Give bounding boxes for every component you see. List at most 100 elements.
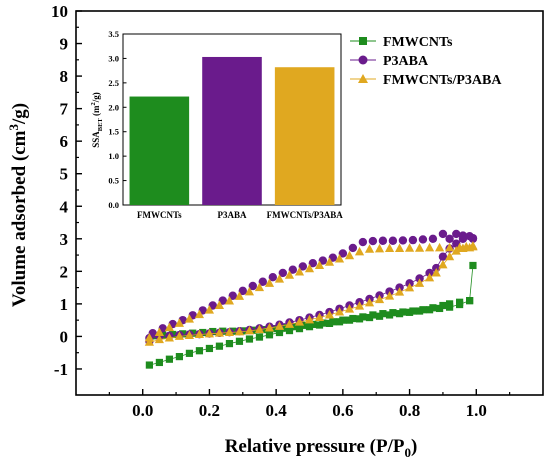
data-point-fmwcnts [265,331,274,339]
y-tick-label: 8 [60,67,69,86]
inset-y-label-end: /g) [91,92,101,103]
y-tick-label: -1 [54,360,68,379]
data-point-composite [461,241,471,251]
data-point-p3aba [398,236,408,245]
x-tick-label: 0.6 [332,401,353,420]
inset-category-label: FMWCNTs/P3ABA [267,210,344,220]
inset-y-tick-label: 2.0 [108,102,119,112]
main-ticks: 0.0 0.2 0.4 0.6 0.8 1.0 -1 0 1 2 3 4 5 6 7 8 9 10 [51,2,511,420]
data-point-fmwcnts [309,320,317,328]
data-point-composite [334,253,345,263]
data-point-composite [354,301,365,310]
data-point-composite [234,291,245,300]
data-point-composite [434,242,445,252]
data-point-p3aba [378,236,388,245]
data-point-fmwcnts [185,349,194,357]
data-point-p3aba [358,237,368,247]
y-tick-label: 10 [51,2,68,21]
data-point-fmwcnts [145,361,153,369]
data-point-fmwcnts [329,318,337,326]
data-point-composite [284,270,295,279]
data-point-p3aba [438,252,448,261]
data-point-fmwcnts [195,347,204,355]
y-tick-label: 0 [60,327,69,346]
data-point-composite [274,321,285,330]
y-tick-label: 4 [60,197,69,216]
data-point-composite [144,333,154,342]
data-point-fmwcnts [389,309,397,317]
data-point-composite [404,243,415,252]
data-point-composite [234,326,245,336]
data-point-composite [455,242,465,252]
data-point-fmwcnts [225,339,234,348]
x-axis-label-main: Relative pressure (P/P [225,436,405,457]
data-point-p3aba [388,236,398,245]
y-tick-label: 5 [60,165,69,184]
y-axis-label-main: Volume adsorbed (cm [9,130,30,307]
data-point-fmwcnts [285,326,294,335]
legend-marker-fmwcnts [359,37,367,45]
y-axis-label-end: /g) [9,103,30,125]
data-point-p3aba [408,235,418,245]
y-tick-label: 7 [60,100,69,119]
inset-y-label-mid: (m [91,105,101,118]
x-tick-label: 1.0 [466,401,487,420]
y-tick-label: 1 [60,295,69,314]
data-point-fmwcnts [319,319,327,327]
data-point-p3aba [452,229,461,239]
data-point-fmwcnts [419,306,427,314]
legend-marker-composite [358,74,368,83]
inset-bars [129,56,335,205]
data-point-composite [374,243,385,253]
data-point-p3aba [445,234,454,243]
data-point-composite [304,314,315,324]
inset-y-tick-label: 3.0 [108,53,119,63]
x-tick-label: 0.4 [266,401,288,420]
data-point-fmwcnts [456,298,464,306]
x-tick-label: 0.2 [199,401,220,420]
data-point-composite [384,291,395,300]
inset-y-tick-label: 2.5 [108,78,119,88]
x-tick-label: 0.8 [399,401,420,420]
data-point-composite [324,257,335,266]
data-point-composite [424,242,435,252]
data-point-composite [445,251,455,261]
data-point-composite [394,287,405,296]
data-point-p3aba [338,249,348,258]
data-point-fmwcnts [175,353,184,361]
data-point-p3aba [288,265,298,274]
data-point-composite [294,317,305,326]
data-point-composite [344,304,355,313]
data-point-composite [364,244,375,253]
legend-label-fmwcnts: FMWCNTs [383,35,453,50]
x-axis-label: Relative pressure (P/P0) [225,436,418,460]
data-point-p3aba [148,328,157,338]
data-point-composite [224,295,235,305]
data-point-composite [224,327,235,337]
data-point-fmwcnts [205,344,214,353]
data-point-p3aba [278,268,288,278]
data-point-composite [404,282,415,292]
x-axis-label-sub: 0 [404,445,411,460]
legend-label-p3aba: P3ABA [383,54,429,69]
data-point-composite [214,300,225,310]
legend: FMWCNTs P3ABA FMWCNTs/P3ABA [350,35,502,88]
data-point-fmwcnts [215,342,224,350]
data-point-composite [254,324,265,334]
data-point-p3aba [428,234,438,243]
data-point-p3aba [218,296,227,305]
data-point-composite [344,250,355,260]
data-point-fmwcnts [155,358,163,367]
y-tick-label: 3 [60,230,69,249]
data-point-p3aba [318,256,328,265]
data-point-composite [414,278,425,287]
inset-y-label-sup: 2 [90,102,97,105]
data-point-fmwcnts [369,311,377,319]
data-point-composite [254,282,265,292]
data-point-p3aba [418,235,428,244]
y-axis-label: Volume adsorbed (cm3/g) [6,103,30,307]
data-point-composite [204,305,215,314]
data-point-composite [194,329,205,338]
inset-y-label-sub: BET [97,118,104,132]
data-point-fmwcnts [255,333,264,341]
